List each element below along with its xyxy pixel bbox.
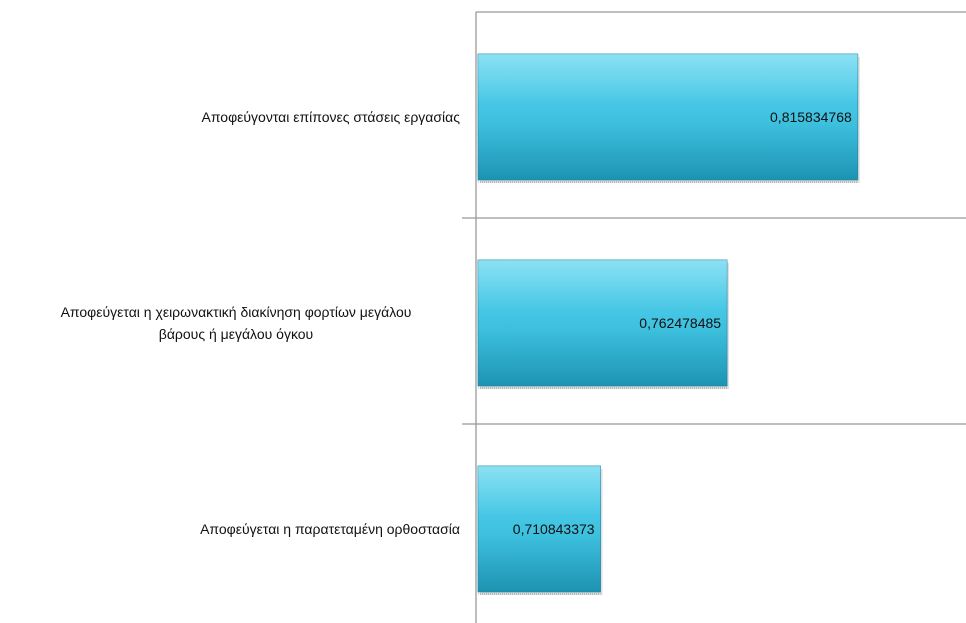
axis-layer	[462, 11, 966, 623]
category-label: Αποφεύγεται η παρατεταμένη ορθοστασία	[200, 521, 460, 537]
data-label: 0,762478485	[639, 315, 721, 331]
bar-highlight	[478, 466, 601, 592]
category-label: Αποφεύγονται επίπονες στάσεις εργασίας	[202, 109, 461, 125]
data-label: 0,815834768	[770, 109, 852, 125]
category-label: Αποφεύγεται η χειρωνακτική διακίνηση φορ…	[61, 304, 412, 320]
label-layer: 0,815834768 Αποφεύγονται επίπονες στάσεις…	[61, 109, 852, 537]
data-label: 0,710843373	[513, 521, 595, 537]
bar-highlight	[478, 260, 728, 386]
bar-highlight	[478, 54, 858, 180]
bar-layer	[477, 53, 860, 595]
category-label: βάρους ή μεγάλου όγκου	[159, 326, 313, 342]
